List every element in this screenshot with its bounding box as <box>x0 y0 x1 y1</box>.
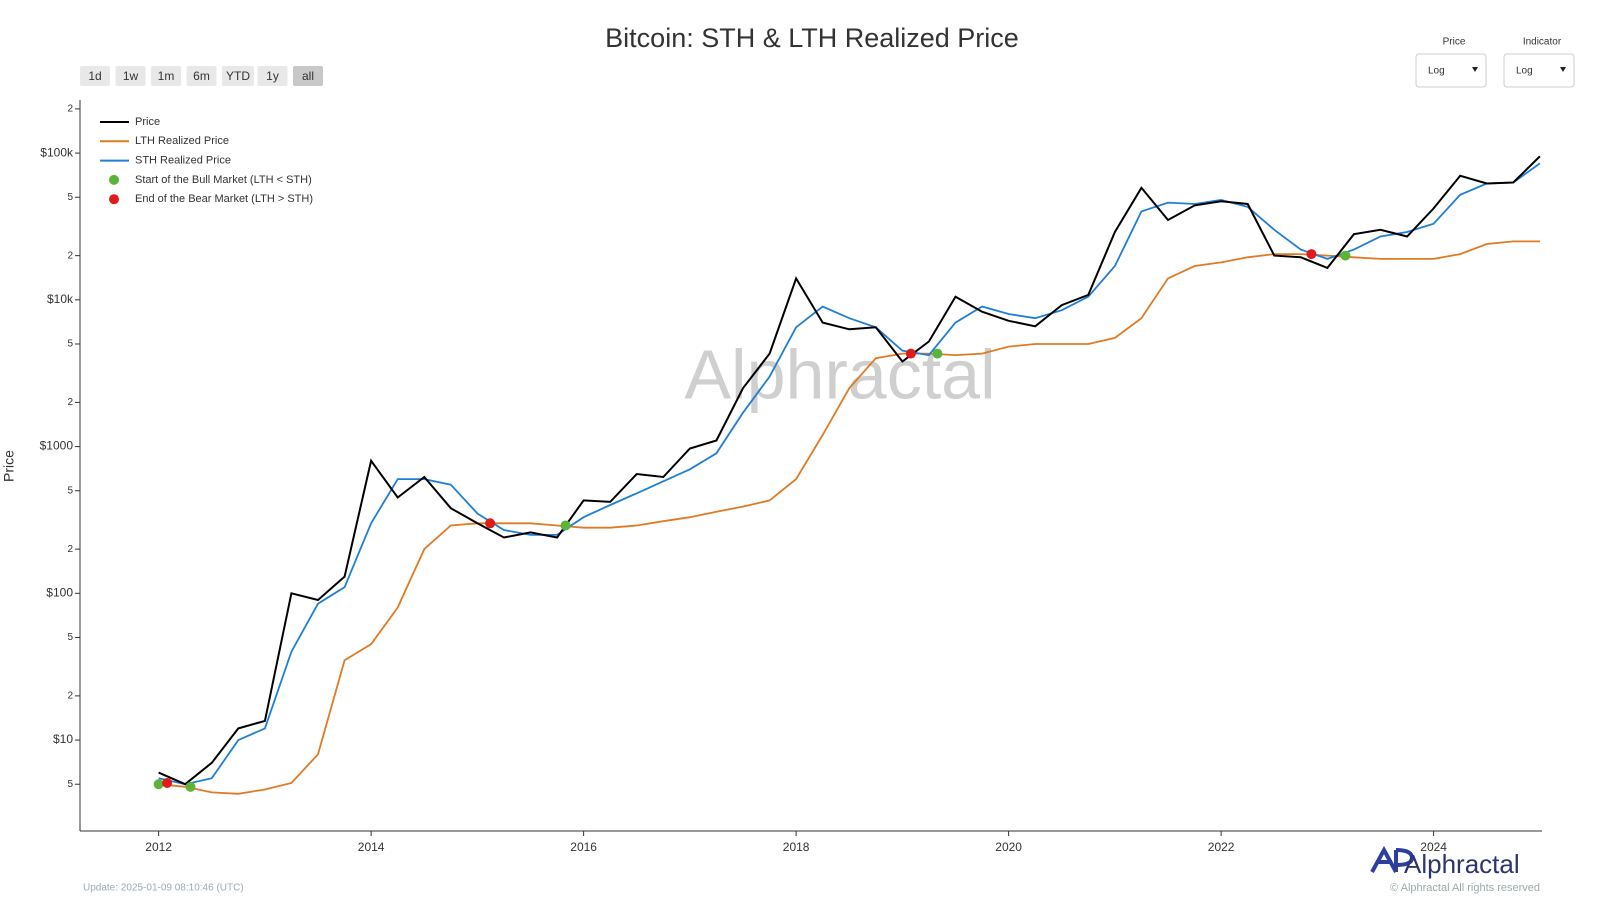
range-buttons: 1d 1w 1m 6m YTD 1y all <box>80 66 323 86</box>
button-label: all <box>302 69 314 83</box>
button-bg <box>151 66 181 86</box>
button-bg <box>186 66 217 86</box>
range-button[interactable]: 1y <box>257 66 288 86</box>
signal-point <box>153 779 164 790</box>
copyright: © Alphractal All rights reserved <box>1390 882 1540 894</box>
x-tick-label: 2018 <box>783 840 810 854</box>
y-axis-label: Price <box>1 450 17 482</box>
legend-label: LTH Realized Price <box>135 135 229 147</box>
signal-point <box>560 520 571 531</box>
y-tick-label: 5 <box>67 779 73 790</box>
legend-label: Price <box>135 116 160 128</box>
dropdown-arrow <box>1560 67 1566 72</box>
y-tick-label: $100k <box>40 145 74 159</box>
series-line <box>158 240 1540 795</box>
logo-icon <box>1370 845 1415 873</box>
button-bg <box>222 66 254 86</box>
legend-label: End of the Bear Market (LTH > STH) <box>135 193 313 205</box>
x-tick-label: 2016 <box>570 840 597 854</box>
series-line <box>158 162 1541 786</box>
y-tick-label: 2 <box>67 544 73 555</box>
dropdown[interactable] <box>1503 53 1575 88</box>
y-tick-label: $1000 <box>40 439 74 453</box>
watermark: Alphractal <box>684 335 995 413</box>
button-bg <box>293 66 323 86</box>
button-label: YTD <box>226 69 250 83</box>
range-button[interactable]: all <box>293 66 323 86</box>
y-tick-label: 5 <box>67 485 73 496</box>
button-label: 1m <box>158 69 175 83</box>
range-button[interactable]: 6m <box>186 66 217 86</box>
signal-point <box>185 781 196 792</box>
y-tick-label: 5 <box>67 192 73 203</box>
chart-title: Bitcoin: STH & LTH Realized Price <box>605 23 1019 53</box>
control-label: Price <box>1443 37 1466 48</box>
x-tick-label: 2024 <box>1420 840 1447 854</box>
signal-point <box>1306 249 1317 260</box>
legend-label: STH Realized Price <box>135 155 231 167</box>
range-button[interactable]: YTD <box>222 66 254 86</box>
x-tick-label: 2014 <box>358 840 385 854</box>
series-line <box>158 155 1541 786</box>
range-button[interactable]: 1w <box>115 66 146 86</box>
signal-point <box>1340 250 1351 261</box>
legend-marker <box>109 194 119 205</box>
button-bg <box>257 66 288 86</box>
dropdown-arrow <box>1472 67 1478 72</box>
y-tick-label: 2 <box>67 397 73 408</box>
signal-point <box>932 348 943 359</box>
y-tick-label: 2 <box>67 104 73 115</box>
y-tick-label: $10k <box>47 292 74 306</box>
controls: Price Log Indicator Log <box>1415 37 1575 88</box>
y-tick-label: 2 <box>67 691 73 702</box>
y-tick-label: $10 <box>53 732 73 746</box>
button-label: 1w <box>123 69 139 83</box>
button-label: 1d <box>88 69 101 83</box>
y-tick-label: 5 <box>67 632 73 643</box>
button-bg <box>115 66 146 86</box>
dropdown[interactable] <box>1415 53 1487 88</box>
legend-marker <box>109 174 119 185</box>
range-button[interactable]: 1m <box>151 66 181 86</box>
signal-point <box>905 348 916 359</box>
x-tick-label: 2012 <box>145 840 172 854</box>
signal-point <box>485 518 496 529</box>
x-tick-label: 2020 <box>995 840 1022 854</box>
logo: Alphractal <box>1404 849 1520 879</box>
y-tick-label: $100 <box>46 585 73 599</box>
legend-label: Start of the Bull Market (LTH < STH) <box>135 174 312 186</box>
x-tick-label: 2022 <box>1208 840 1235 854</box>
button-label: 6m <box>193 69 210 83</box>
button-label: 1y <box>266 69 279 83</box>
y-tick-label: 5 <box>67 339 73 350</box>
control-label: Indicator <box>1523 37 1562 48</box>
dropdown-value: Log <box>1516 66 1533 77</box>
update-time: Update: 2025-01-09 08:10:46 (UTC) <box>83 883 244 894</box>
button-bg <box>80 66 110 86</box>
dropdown-value: Log <box>1428 66 1445 77</box>
y-tick-label: 2 <box>67 250 73 261</box>
range-button[interactable]: 1d <box>80 66 110 86</box>
signal-point <box>162 777 173 788</box>
